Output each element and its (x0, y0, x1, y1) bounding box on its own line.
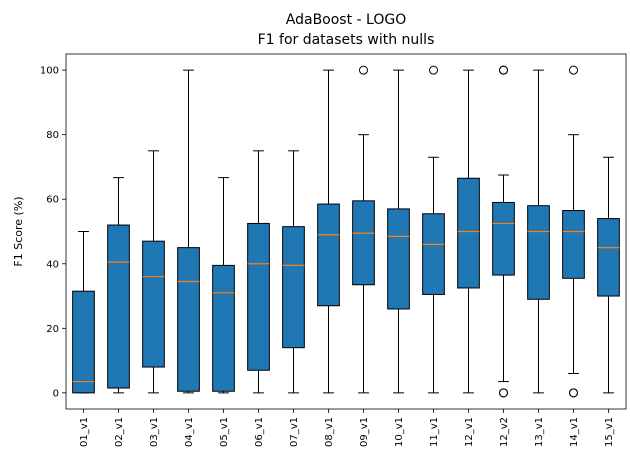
x-tick-label: 12_v2 (499, 417, 510, 447)
y-tick-label: 40 (46, 259, 59, 270)
x-tick-label: 02_v1 (114, 417, 125, 447)
box-11_v1 (422, 65, 445, 394)
box-iqr (317, 203, 340, 307)
outlier-point (499, 65, 508, 75)
box-iqr (352, 200, 375, 286)
y-tick-label: 0 (53, 388, 59, 399)
axes-frame (65, 53, 627, 410)
x-tick-label: 11_v1 (429, 417, 440, 447)
x-tick-label: 05_v1 (219, 417, 230, 447)
box-15_v1 (597, 156, 620, 394)
box-iqr (142, 240, 165, 368)
box-iqr (597, 218, 620, 297)
box-iqr (422, 213, 445, 295)
box-14_v1 (562, 65, 585, 398)
outlier-point (569, 388, 578, 398)
box-05_v1 (212, 177, 235, 394)
box-iqr (527, 205, 550, 300)
x-tick-label: 09_v1 (359, 417, 370, 447)
box-12_v2 (492, 65, 515, 398)
box-06_v1 (247, 150, 270, 394)
box-iqr (212, 264, 235, 392)
chart-subtitle: F1 for datasets with nulls (258, 32, 435, 48)
box-02_v1 (107, 177, 130, 394)
box-13_v1 (527, 69, 550, 394)
outlier-point (359, 65, 368, 75)
outlier-point (429, 65, 438, 75)
x-tick-label: 07_v1 (289, 417, 300, 447)
y-tick-label: 60 (46, 195, 59, 206)
x-tick-label: 08_v1 (324, 417, 335, 447)
outlier-point (569, 65, 578, 75)
outlier-point (499, 388, 508, 398)
box-iqr (282, 226, 305, 349)
box-04_v1 (177, 69, 200, 394)
box-01_v1 (72, 231, 95, 394)
y-tick-label: 20 (46, 324, 59, 335)
y-tick-label: 100 (40, 66, 59, 77)
x-axis: 01_v1 02_v1 03_v1 04_v1 05_v1 06_v1 07_v1 08_v1… (79, 409, 615, 447)
x-tick-label: 12_v1 (464, 417, 475, 447)
x-tick-label: 06_v1 (254, 417, 265, 447)
plot-area (72, 65, 620, 398)
box-iqr (247, 222, 270, 371)
box-iqr (457, 177, 480, 289)
x-tick-label: 15_v1 (604, 417, 615, 447)
box-07_v1 (282, 150, 305, 394)
box-iqr (107, 224, 130, 389)
x-tick-label: 01_v1 (79, 417, 90, 447)
y-tick-label: 80 (46, 130, 59, 141)
box-iqr (492, 201, 515, 276)
x-tick-label: 04_v1 (184, 417, 195, 447)
box-iqr (562, 210, 585, 279)
box-iqr (387, 208, 410, 310)
box-03_v1 (142, 150, 165, 394)
x-tick-label: 14_v1 (569, 417, 580, 447)
chart-title: AdaBoost - LOGO (286, 12, 406, 28)
box-08_v1 (317, 69, 340, 394)
box-09_v1 (352, 65, 375, 394)
box-iqr (177, 247, 200, 392)
y-axis: 0 20 40 60 80 100 (40, 66, 66, 399)
box-iqr (72, 290, 95, 394)
x-tick-label: 10_v1 (394, 417, 405, 447)
box-10_v1 (387, 69, 410, 394)
box-12_v1 (457, 69, 480, 394)
x-tick-label: 13_v1 (534, 417, 545, 447)
y-axis-label: F1 Score (%) (12, 196, 25, 266)
x-tick-label: 03_v1 (149, 417, 160, 447)
